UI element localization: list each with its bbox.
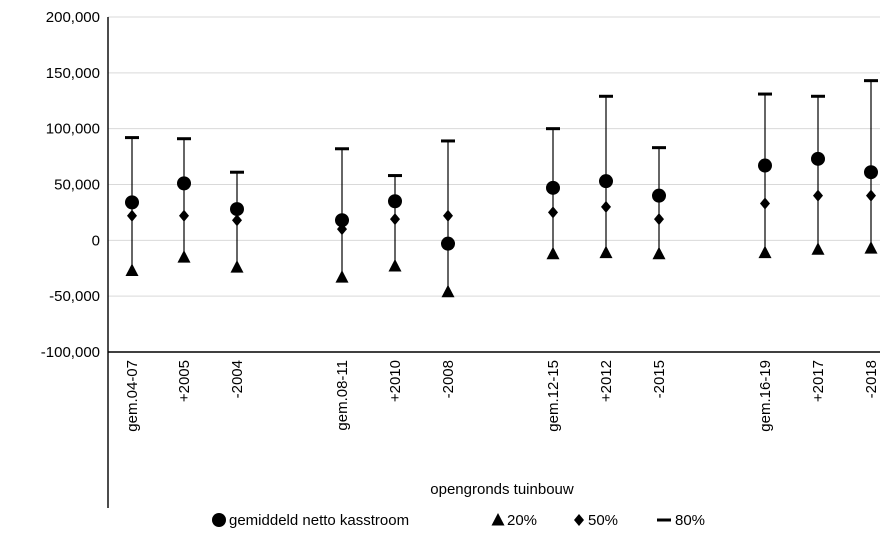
category-label: -2008: [440, 360, 457, 398]
marker-circle: [177, 176, 191, 191]
marker-circle: [758, 158, 772, 173]
legend-marker-circle: [212, 513, 226, 527]
marker-triangle: [335, 270, 349, 283]
marker-diamond: [866, 189, 876, 202]
legend-label: 50%: [588, 512, 618, 529]
marker-circle: [652, 188, 666, 203]
marker-triangle: [652, 246, 666, 260]
category-label: -2018: [863, 360, 880, 398]
data-markers: [125, 79, 878, 298]
marker-triangle: [230, 260, 244, 273]
marker-circle: [546, 180, 560, 195]
y-tick-label: 100,000: [46, 121, 100, 138]
category-label: -2004: [229, 360, 246, 398]
marker-diamond: [654, 213, 664, 226]
marker-dash: [388, 174, 402, 178]
marker-diamond: [813, 189, 823, 202]
y-tick-label: 150,000: [46, 65, 100, 82]
marker-diamond: [760, 197, 770, 210]
marker-diamond: [179, 209, 189, 222]
marker-dash: [335, 147, 349, 151]
marker-circle: [125, 195, 139, 210]
category-label: +2017: [810, 360, 827, 402]
marker-circle: [441, 236, 455, 251]
category-label: -2015: [651, 360, 668, 398]
marker-diamond: [232, 214, 242, 227]
marker-circle: [599, 174, 613, 189]
y-tick-label: -100,000: [41, 344, 100, 361]
legend-marker-triangle: [491, 513, 505, 526]
marker-diamond: [443, 209, 453, 222]
category-label: gem.04-07: [124, 360, 141, 432]
legend-label: 20%: [507, 512, 537, 529]
marker-dash: [441, 139, 455, 143]
marker-dash: [811, 94, 825, 98]
marker-dash: [125, 136, 139, 140]
marker-triangle: [546, 246, 560, 260]
marker-triangle: [811, 242, 825, 255]
category-labels: gem.04-07 +2005 -2004 gem.08-11 +2010 -2008 ge…: [124, 360, 880, 432]
legend: gemiddeld netto kasstroom 20% 50% 80%: [212, 512, 705, 529]
marker-dash: [864, 79, 878, 83]
marker-triangle: [758, 245, 772, 259]
marker-circle: [388, 194, 402, 209]
y-tick-label: 0: [92, 232, 100, 249]
marker-dash: [599, 94, 613, 98]
marker-dash: [758, 92, 772, 96]
marker-diamond: [601, 200, 611, 213]
category-label: gem.16-19: [757, 360, 774, 432]
marker-dash: [652, 146, 666, 150]
legend-label: 80%: [675, 512, 705, 529]
category-label: +2012: [598, 360, 615, 402]
marker-circle: [811, 151, 825, 166]
marker-triangle: [125, 263, 139, 276]
error-bars: [131, 80, 872, 292]
marker-triangle: [864, 241, 878, 254]
axes: [107, 17, 880, 508]
x-axis-title: opengronds tuinbouw: [430, 481, 574, 498]
y-tick-label: 50,000: [54, 177, 100, 194]
marker-triangle: [388, 259, 402, 272]
marker-diamond: [548, 206, 558, 219]
marker-diamond: [390, 213, 400, 226]
marker-dash: [546, 127, 560, 131]
legend-marker-diamond: [574, 514, 584, 526]
marker-circle: [230, 202, 244, 217]
marker-dash: [177, 137, 191, 141]
category-label: +2005: [176, 360, 193, 402]
marker-circle: [864, 165, 878, 180]
marker-triangle: [177, 250, 191, 263]
legend-marker-dash: [657, 518, 671, 522]
marker-triangle: [441, 284, 455, 298]
marker-diamond: [127, 209, 137, 222]
marker-circle: [335, 213, 349, 228]
category-label: +2010: [387, 360, 404, 402]
y-tick-labels: 200,000 150,000 100,000 50,000 0 -50,000 -100,…: [41, 9, 100, 361]
category-label: gem.12-15: [545, 360, 562, 432]
category-label: gem.08-11: [334, 360, 351, 431]
marker-dash: [230, 170, 244, 174]
legend-label: gemiddeld netto kasstroom: [229, 512, 409, 529]
y-tick-label: -50,000: [49, 288, 100, 305]
y-tick-label: 200,000: [46, 9, 100, 26]
marker-triangle: [599, 245, 613, 259]
